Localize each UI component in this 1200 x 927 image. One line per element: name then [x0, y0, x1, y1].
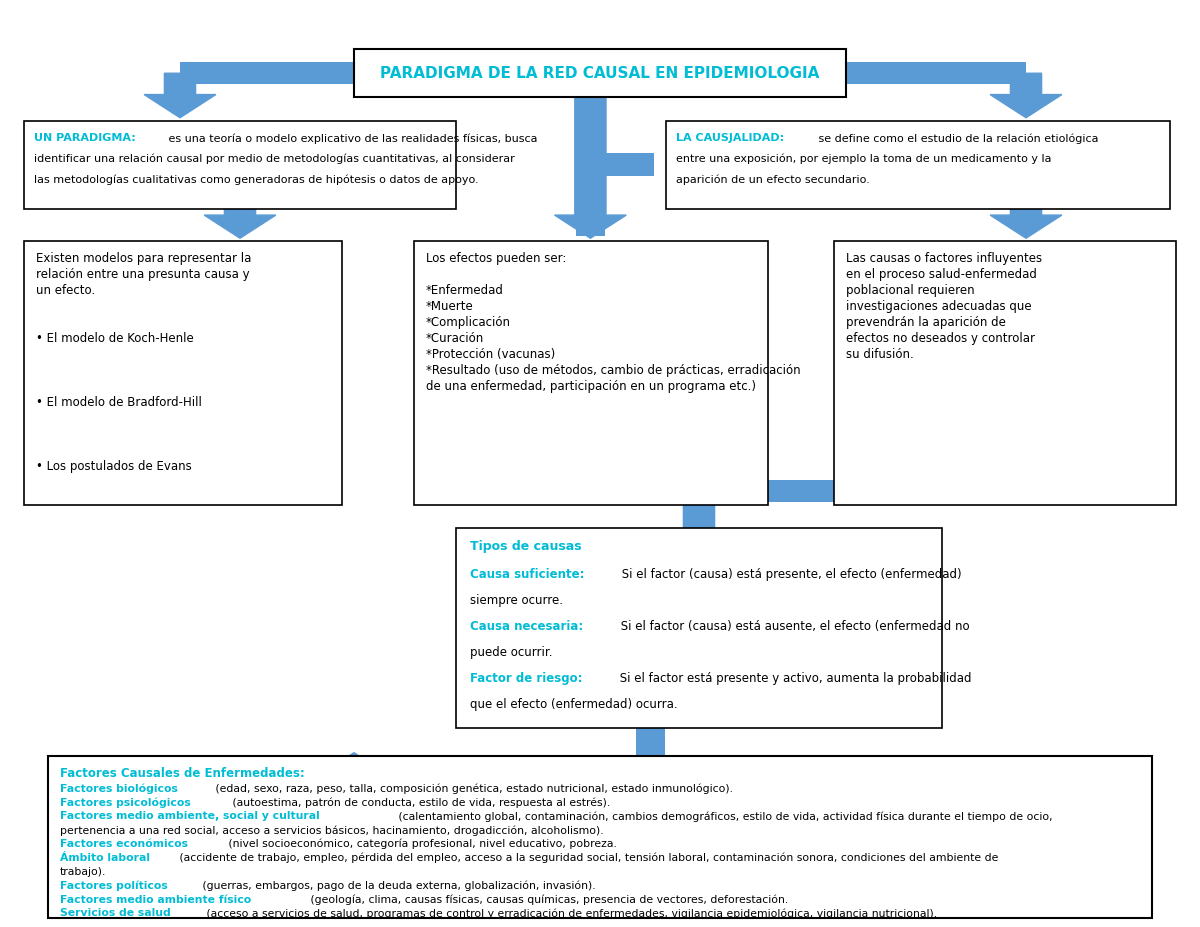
Text: Existen modelos para representar la
relación entre una presunta causa y
un efect: Existen modelos para representar la rela…	[36, 252, 251, 473]
FancyArrow shape	[990, 209, 1062, 238]
Bar	[414, 241, 768, 505]
Text: que el efecto (enfermedad) ocurra.: que el efecto (enfermedad) ocurra.	[470, 698, 678, 711]
Text: (calentamiento global, contaminación, cambios demográficos, estilo de vida, acti: (calentamiento global, contaminación, ca…	[395, 811, 1052, 821]
Text: Factores políticos: Factores políticos	[60, 881, 168, 891]
Text: Factores medio ambiente, social y cultural: Factores medio ambiente, social y cultur…	[60, 811, 319, 821]
Text: Factores económicos: Factores económicos	[60, 839, 188, 849]
Text: (edad, sexo, raza, peso, talla, composición genética, estado nutricional, estado: (edad, sexo, raza, peso, talla, composic…	[212, 783, 733, 794]
Text: Factores medio ambiente físico: Factores medio ambiente físico	[60, 895, 251, 905]
Text: aparición de un efecto secundario.: aparición de un efecto secundario.	[676, 174, 869, 184]
Bar	[48, 756, 1152, 918]
Text: Servicios de salud: Servicios de salud	[60, 908, 170, 919]
Text: siempre ocurre.: siempre ocurre.	[470, 594, 564, 607]
Bar	[354, 758, 650, 781]
Bar	[991, 491, 1020, 505]
Text: se define como el estudio de la relación etiológica: se define como el estudio de la relación…	[815, 133, 1099, 144]
Text: Si el factor (causa) está presente, el efecto (enfermedad): Si el factor (causa) está presente, el e…	[618, 568, 961, 581]
Text: (autoestima, patrón de conducta, estilo de vida, respuesta al estrés).: (autoestima, patrón de conducta, estilo …	[229, 797, 610, 807]
Text: Las causas o factores influyentes
en el proceso salud-enfermedad
poblacional req: Las causas o factores influyentes en el …	[846, 252, 1042, 362]
Text: (accidente de trabajo, empleo, pérdida del empleo, acceso a la seguridad social,: (accidente de trabajo, empleo, pérdida d…	[176, 853, 998, 863]
Text: (nivel socioeconómico, categoría profesional, nivel educativo, pobreza.: (nivel socioeconómico, categoría profesi…	[226, 839, 617, 849]
Bar	[698, 480, 1004, 502]
Text: (geología, clima, causas físicas, causas químicas, presencia de vectores, defore: (geología, clima, causas físicas, causas…	[307, 895, 788, 905]
Text: PARADIGMA DE LA RED CAUSAL EN EPIDEMIOLOGIA: PARADIGMA DE LA RED CAUSAL EN EPIDEMIOLO…	[380, 66, 820, 81]
FancyArrow shape	[204, 209, 276, 238]
Text: Ámbito laboral: Ámbito laboral	[60, 853, 150, 863]
Text: Causa suficiente:: Causa suficiente:	[470, 568, 584, 581]
FancyArrow shape	[990, 73, 1062, 118]
Bar	[354, 49, 846, 97]
Text: Factor de riesgo:: Factor de riesgo:	[470, 672, 583, 685]
FancyArrow shape	[144, 73, 216, 118]
Text: LA CAUSJALIDAD:: LA CAUSJALIDAD:	[676, 133, 784, 144]
Text: las metodologías cualitativas como generadoras de hipótesis o datos de apoyo.: las metodologías cualitativas como gener…	[34, 174, 479, 184]
Text: (acceso a servicios de salud, programas de control y erradicación de enfermedade: (acceso a servicios de salud, programas …	[203, 908, 937, 919]
Bar	[24, 241, 342, 505]
Text: Factores psicológicos: Factores psicológicos	[60, 797, 191, 807]
Text: Tipos de causas: Tipos de causas	[470, 540, 582, 553]
Text: UN PARADIGMA:: UN PARADIGMA:	[34, 133, 136, 144]
Text: es una teoría o modelo explicativo de las realidades físicas, busca: es una teoría o modelo explicativo de la…	[164, 133, 538, 144]
Bar	[180, 62, 354, 84]
FancyArrow shape	[318, 753, 390, 776]
Bar	[834, 241, 1176, 505]
Text: pertenencia a una red social, acceso a servicios básicos, hacinamiento, drogadic: pertenencia a una red social, acceso a s…	[60, 825, 604, 835]
Bar	[666, 121, 1170, 209]
FancyArrow shape	[664, 491, 734, 726]
Text: Factores Causales de Enfermedades:: Factores Causales de Enfermedades:	[60, 767, 305, 780]
Text: (guerras, embargos, pago de la deuda externa, globalización, invasión).: (guerras, embargos, pago de la deuda ext…	[199, 881, 595, 891]
Text: Factores biológicos: Factores biológicos	[60, 783, 178, 794]
Text: identificar una relación causal por medio de metodologías cuantitativas, al cons: identificar una relación causal por medi…	[34, 154, 515, 164]
Bar	[636, 728, 665, 769]
Text: Si el factor está presente y activo, aumenta la probabilidad: Si el factor está presente y activo, aum…	[616, 672, 971, 685]
Bar	[542, 62, 638, 84]
Text: puede ocurrir.: puede ocurrir.	[470, 646, 553, 659]
Text: Si el factor (causa) está ausente, el efecto (enfermedad no: Si el factor (causa) está ausente, el ef…	[617, 620, 970, 633]
Bar	[846, 62, 1026, 84]
Text: trabajo).: trabajo).	[60, 867, 107, 877]
Text: Los efectos pueden ser:

*Enfermedad
*Muerte
*Complicación
*Curación
*Protección: Los efectos pueden ser: *Enfermedad *Mue…	[426, 252, 800, 393]
Text: Causa necesaria:: Causa necesaria:	[470, 620, 583, 633]
Bar	[24, 121, 456, 209]
Bar	[456, 528, 942, 728]
Bar	[590, 154, 654, 176]
FancyArrow shape	[554, 73, 626, 238]
Bar	[576, 165, 605, 236]
Text: entre una exposición, por ejemplo la toma de un medicamento y la: entre una exposición, por ejemplo la tom…	[676, 154, 1051, 164]
